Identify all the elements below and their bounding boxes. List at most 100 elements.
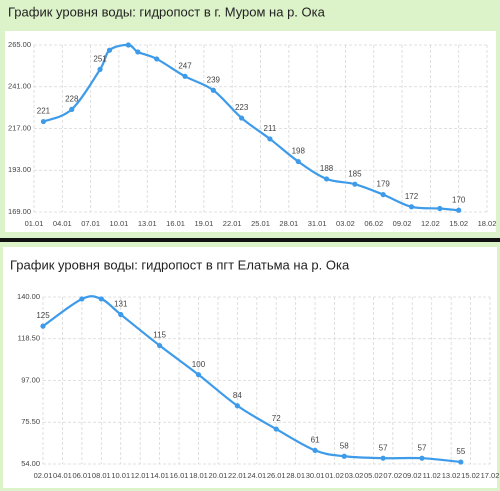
- value-label: 221: [37, 107, 51, 116]
- point: [380, 192, 386, 198]
- separator: [0, 238, 500, 242]
- point: [234, 403, 240, 409]
- x-tick-label: 16.01: [166, 219, 185, 228]
- value-label: 115: [153, 331, 166, 340]
- x-tick-label: 15.02: [461, 471, 480, 480]
- x-tick-label: 01.02: [325, 471, 344, 480]
- point: [69, 106, 75, 112]
- x-tick-label: 30.01: [306, 471, 325, 480]
- value-label: 188: [320, 164, 334, 173]
- x-tick-label: 26.01: [267, 471, 286, 480]
- x-tick-label: 22.01: [223, 219, 242, 228]
- y-tick-label: 118.50: [18, 334, 40, 343]
- y-tick-label: 97.00: [21, 375, 40, 384]
- y-tick-label: 241.00: [8, 82, 31, 91]
- x-tick-label: 13.02: [442, 471, 461, 480]
- value-label: 170: [452, 195, 466, 204]
- point: [182, 73, 188, 79]
- y-tick-label: 169.00: [8, 207, 31, 216]
- value-label: 247: [178, 61, 192, 70]
- value-label: 179: [377, 180, 391, 189]
- x-tick-label: 07.01: [81, 219, 100, 228]
- value-label: 55: [456, 447, 465, 456]
- value-label: 211: [264, 124, 277, 133]
- point: [437, 205, 443, 212]
- x-tick-label: 14.01: [150, 471, 169, 480]
- x-tick-label: 04.01: [53, 219, 72, 228]
- point: [40, 323, 46, 329]
- point: [295, 158, 301, 165]
- value-label: 228: [65, 94, 79, 103]
- x-tick-label: 12.01: [131, 471, 150, 480]
- x-tick-label: 03.02: [345, 471, 364, 480]
- value-label: 57: [379, 443, 388, 452]
- x-tick-label: 09.02: [403, 471, 422, 480]
- value-label: 125: [36, 311, 50, 320]
- x-tick-label: 07.02: [383, 471, 402, 480]
- value-label: 251: [93, 54, 107, 63]
- value-label: 61: [311, 436, 320, 445]
- point: [125, 42, 131, 48]
- x-tick-label: 11.02: [423, 471, 441, 480]
- x-tick-label: 10.01: [111, 471, 130, 480]
- point: [97, 66, 103, 72]
- x-tick-label: 17.02: [481, 471, 500, 480]
- point: [380, 455, 386, 461]
- x-tick-label: 16.01: [170, 471, 189, 480]
- point: [419, 455, 425, 461]
- value-label: 198: [292, 147, 306, 156]
- y-tick-label: 75.50: [21, 417, 40, 426]
- x-tick-label: 02.01: [34, 471, 53, 480]
- y-tick-label: 140.00: [17, 292, 40, 301]
- x-tick-label: 20.01: [209, 471, 228, 480]
- point: [210, 87, 216, 93]
- x-tick-label: 01.01: [25, 219, 44, 228]
- x-tick-label: 09.02: [393, 219, 412, 228]
- chart-title: График уровня воды: гидропост в пгт Елат…: [10, 257, 350, 272]
- value-label: 172: [405, 192, 419, 201]
- y-tick-label: 265.00: [8, 40, 31, 49]
- x-tick-label: 06.02: [364, 219, 383, 228]
- x-tick-label: 13.01: [138, 219, 157, 228]
- point: [135, 49, 141, 55]
- value-label: 72: [272, 414, 281, 423]
- value-label: 185: [348, 169, 362, 178]
- chart-title: График уровня воды: гидропост в г. Муром…: [8, 4, 326, 19]
- x-tick-label: 31.01: [308, 219, 327, 228]
- point: [267, 136, 273, 142]
- value-label: 84: [233, 391, 242, 400]
- value-label: 100: [192, 360, 206, 369]
- x-tick-label: 25.01: [251, 219, 270, 228]
- point: [456, 207, 462, 213]
- x-tick-label: 05.02: [364, 471, 383, 480]
- value-label: 131: [114, 300, 128, 309]
- x-tick-label: 04.01: [53, 471, 72, 480]
- y-tick-label: 217.00: [8, 123, 31, 132]
- point: [195, 372, 202, 378]
- point: [408, 204, 415, 210]
- x-tick-label: 18.01: [189, 471, 208, 480]
- x-tick-label: 08.01: [92, 471, 111, 480]
- x-tick-label: 18.02: [478, 219, 497, 228]
- panel: [3, 247, 497, 488]
- x-tick-label: 06.01: [72, 471, 91, 480]
- x-tick-label: 24.01: [247, 471, 266, 480]
- point: [458, 459, 464, 465]
- point: [273, 426, 279, 432]
- point: [79, 296, 85, 302]
- point: [106, 47, 113, 53]
- value-label: 58: [340, 441, 349, 450]
- x-tick-label: 22.01: [228, 471, 247, 480]
- x-tick-label: 19.01: [194, 219, 213, 228]
- point: [154, 56, 160, 62]
- x-tick-label: 10.01: [110, 219, 129, 228]
- point: [352, 181, 358, 187]
- point: [312, 447, 318, 454]
- point: [40, 118, 47, 125]
- x-tick-label: 28.01: [286, 471, 305, 480]
- y-tick-label: 193.00: [8, 165, 31, 174]
- point: [118, 311, 124, 318]
- value-label: 223: [235, 103, 249, 112]
- value-label: 57: [418, 443, 427, 452]
- value-label: 239: [207, 75, 221, 84]
